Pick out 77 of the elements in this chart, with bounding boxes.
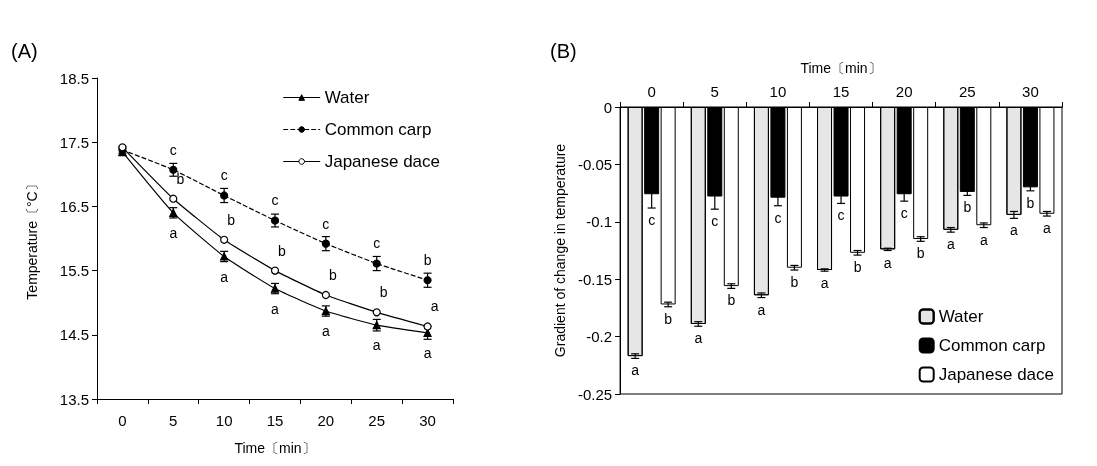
y-tick-label: -0.05 xyxy=(577,155,613,173)
y-tick-label: 16.5 xyxy=(59,197,89,215)
x-tick-label: 0 xyxy=(118,412,127,429)
data-label: b xyxy=(328,266,337,283)
y-tick-label: 15.5 xyxy=(59,262,89,280)
x-tick-label: 15 xyxy=(832,83,850,100)
data-label: c xyxy=(837,207,845,224)
x-tick-label: 20 xyxy=(895,83,913,100)
y-axis-title: Gradient of change in temperature xyxy=(552,143,568,358)
y-tick-label: 13.5 xyxy=(59,390,89,408)
y-tick-label: -0.15 xyxy=(577,270,613,288)
y-tick-label: -0.2 xyxy=(586,328,613,346)
data-label: b xyxy=(916,245,925,262)
data-label: a xyxy=(883,254,892,271)
data-label: a xyxy=(430,298,439,315)
data-label: b xyxy=(664,310,673,327)
legend-label: Water xyxy=(938,307,984,326)
data-label: b xyxy=(423,252,432,269)
x-tick-label: 25 xyxy=(958,83,976,100)
legend-label: Common carp xyxy=(938,336,1046,355)
data-label: c xyxy=(220,167,228,184)
y-tick-label: 0 xyxy=(603,98,613,116)
chart-title: (B) xyxy=(550,40,577,62)
data-label: a xyxy=(1010,222,1019,239)
data-label: c xyxy=(271,192,279,209)
x-tick-label: 10 xyxy=(215,412,233,429)
data-label: a xyxy=(1043,220,1052,237)
x-tick-label: 25 xyxy=(368,412,386,429)
data-label: a xyxy=(271,300,280,317)
data-label: b xyxy=(1026,194,1035,211)
x-tick-label: 0 xyxy=(647,83,656,100)
data-label: b xyxy=(379,284,388,301)
x-tick-label: 5 xyxy=(710,83,719,100)
data-label: a xyxy=(220,268,229,285)
y-tick-label: 18.5 xyxy=(59,69,89,87)
legend-label: Water xyxy=(324,88,370,107)
data-label: b xyxy=(853,259,862,276)
chart-title: (A) xyxy=(11,40,38,62)
y-axis-title: Temperature〔°C〕 xyxy=(24,177,40,300)
y-tick-label: 14.5 xyxy=(59,326,89,344)
data-label: a xyxy=(757,301,766,318)
data-label: a xyxy=(169,224,178,241)
data-label: a xyxy=(979,231,988,248)
legend-label: Common carp xyxy=(324,120,432,139)
data-label: b xyxy=(963,199,972,216)
data-label: a xyxy=(372,337,381,354)
x-tick-label: 5 xyxy=(169,412,178,429)
legend-label: Japanese dace xyxy=(938,365,1055,384)
data-label: a xyxy=(694,330,703,347)
data-label: b xyxy=(790,274,799,291)
data-label: c xyxy=(900,205,908,222)
data-label: b xyxy=(727,292,736,309)
x-tick-label: 10 xyxy=(769,83,787,100)
data-label: b xyxy=(278,242,287,259)
y-tick-label: -0.25 xyxy=(577,385,613,403)
data-label: a xyxy=(423,344,432,361)
x-axis-title: Time〔min〕 xyxy=(800,60,882,76)
x-tick-label: 30 xyxy=(419,412,436,429)
data-label: c xyxy=(648,212,656,229)
data-label: c xyxy=(169,141,177,158)
data-label: b xyxy=(227,211,236,228)
data-label: c xyxy=(711,213,719,230)
x-axis-title: Time〔min〕 xyxy=(234,440,316,456)
x-tick-label: 15 xyxy=(266,412,284,429)
data-label: a xyxy=(820,275,829,292)
data-label: a xyxy=(321,323,330,340)
data-label: c xyxy=(322,215,330,232)
data-label: c xyxy=(373,235,381,252)
legend-label: Japanese dace xyxy=(324,152,441,171)
x-tick-label: 20 xyxy=(317,412,335,429)
data-label: a xyxy=(631,362,640,379)
data-label: a xyxy=(946,236,955,253)
x-tick-label: 30 xyxy=(1022,83,1039,100)
data-label: c xyxy=(774,209,782,226)
y-tick-label: 17.5 xyxy=(59,133,89,151)
y-tick-label: -0.1 xyxy=(586,213,613,231)
data-label: b xyxy=(176,170,185,187)
